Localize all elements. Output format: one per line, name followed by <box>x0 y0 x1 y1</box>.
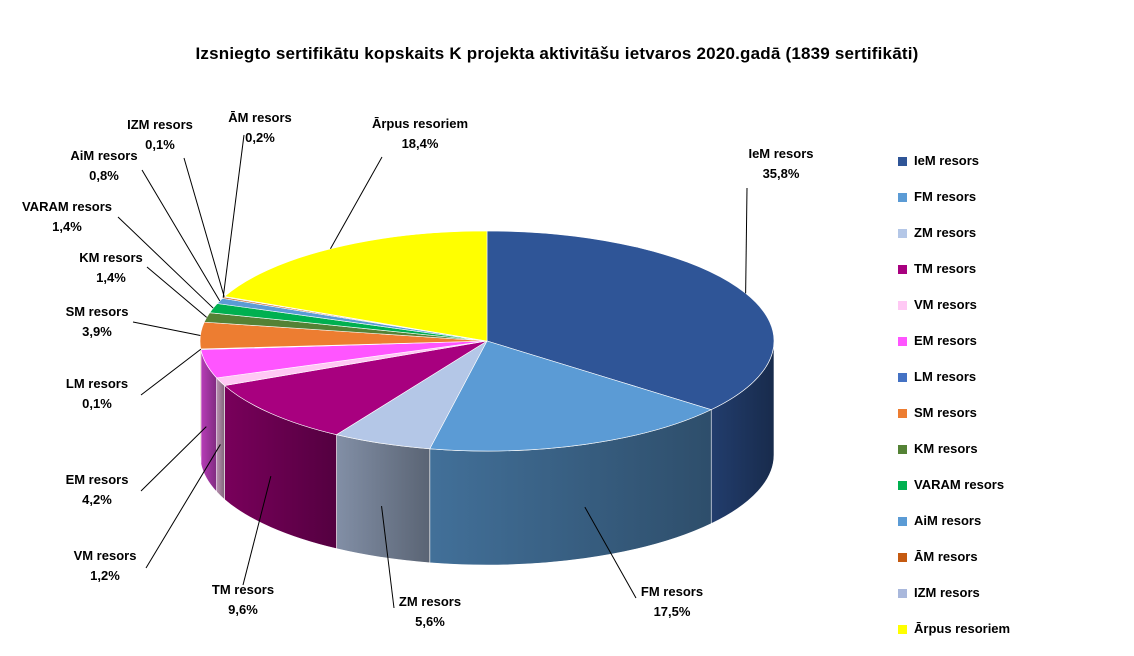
slice-label-4: VM resors <box>74 548 137 563</box>
slice-label-1: FM resors <box>641 584 703 599</box>
legend-swatch <box>898 517 907 526</box>
legend-item: Ārpus resoriem <box>898 620 1128 656</box>
slice-label-13: Ārpus resoriem <box>372 116 468 131</box>
legend-item: ĀM resors <box>898 548 1128 584</box>
leader-line-6 <box>141 349 201 395</box>
slice-value-4: 1,2% <box>90 568 120 583</box>
leader-line-5 <box>141 427 206 491</box>
leader-line-11 <box>223 135 244 298</box>
legend-label: ĀM resors <box>914 548 978 566</box>
leader-line-13 <box>330 157 382 249</box>
slice-label-0: IeM resors <box>748 146 813 161</box>
slice-value-5: 4,2% <box>82 492 112 507</box>
slice-label-8: KM resors <box>79 250 143 265</box>
slice-label-12: IZM resors <box>127 117 193 132</box>
legend-swatch <box>898 157 907 166</box>
legend-item: AiM resors <box>898 512 1128 548</box>
legend-item: EM resors <box>898 332 1128 368</box>
pie-side-7 <box>200 341 201 463</box>
pie-side-4 <box>217 378 225 500</box>
legend-label: VM resors <box>914 296 977 314</box>
slice-value-10: 0,8% <box>89 168 119 183</box>
legend-label: IZM resors <box>914 584 980 602</box>
legend-label: FM resors <box>914 188 976 206</box>
leader-line-10 <box>142 170 220 301</box>
legend-swatch <box>898 337 907 346</box>
slice-label-11: ĀM resors <box>228 110 292 125</box>
slice-value-11: 0,2% <box>245 130 275 145</box>
legend-label: TM resors <box>914 260 976 278</box>
legend-swatch <box>898 445 907 454</box>
slice-value-9: 1,4% <box>52 219 82 234</box>
legend-item: ZM resors <box>898 224 1128 260</box>
legend-label: Ārpus resoriem <box>914 620 1010 638</box>
slice-label-3: TM resors <box>212 582 274 597</box>
legend-swatch <box>898 229 907 238</box>
pie-side-2 <box>337 435 430 563</box>
slice-label-9: VARAM resors <box>22 199 112 214</box>
legend-item: IZM resors <box>898 584 1128 620</box>
leader-line-0 <box>746 188 747 293</box>
legend-label: VARAM resors <box>914 476 1004 494</box>
slice-value-3: 9,6% <box>228 602 258 617</box>
legend-label: ZM resors <box>914 224 976 242</box>
legend-swatch <box>898 589 907 598</box>
legend-item: VARAM resors <box>898 476 1128 512</box>
legend-item: LM resors <box>898 368 1128 404</box>
legend-item: TM resors <box>898 260 1128 296</box>
slice-label-5: EM resors <box>66 472 129 487</box>
legend-item: SM resors <box>898 404 1128 440</box>
slice-label-6: LM resors <box>66 376 128 391</box>
legend-swatch <box>898 265 907 274</box>
slice-label-2: ZM resors <box>399 594 461 609</box>
leader-line-4 <box>146 444 220 568</box>
legend-label: LM resors <box>914 368 976 386</box>
slice-value-6: 0,1% <box>82 396 112 411</box>
slice-value-12: 0,1% <box>145 137 175 152</box>
leader-line-12 <box>184 158 224 297</box>
legend-label: AiM resors <box>914 512 981 530</box>
legend-swatch <box>898 409 907 418</box>
legend-label: KM resors <box>914 440 978 458</box>
legend-swatch <box>898 625 907 634</box>
legend-swatch <box>898 301 907 310</box>
legend-label: SM resors <box>914 404 977 422</box>
legend-swatch <box>898 481 907 490</box>
legend: IeM resors FM resors ZM resors TM resors VM … <box>898 152 1128 656</box>
legend-swatch <box>898 193 907 202</box>
slice-value-0: 35,8% <box>763 166 800 181</box>
slice-value-8: 1,4% <box>96 270 126 285</box>
slice-value-13: 18,4% <box>402 136 439 151</box>
legend-item: VM resors <box>898 296 1128 332</box>
legend-item: IeM resors <box>898 152 1128 188</box>
slice-value-7: 3,9% <box>82 324 112 339</box>
leader-line-8 <box>147 267 207 317</box>
legend-item: FM resors <box>898 188 1128 224</box>
slice-label-7: SM resors <box>66 304 129 319</box>
pie-slices <box>200 231 774 451</box>
legend-item: KM resors <box>898 440 1128 476</box>
legend-label: EM resors <box>914 332 977 350</box>
legend-swatch <box>898 553 907 562</box>
leader-line-7 <box>133 322 200 335</box>
slice-value-1: 17,5% <box>654 604 691 619</box>
slice-label-10: AiM resors <box>70 148 137 163</box>
legend-label: IeM resors <box>914 152 979 170</box>
slice-value-2: 5,6% <box>415 614 445 629</box>
legend-swatch <box>898 373 907 382</box>
